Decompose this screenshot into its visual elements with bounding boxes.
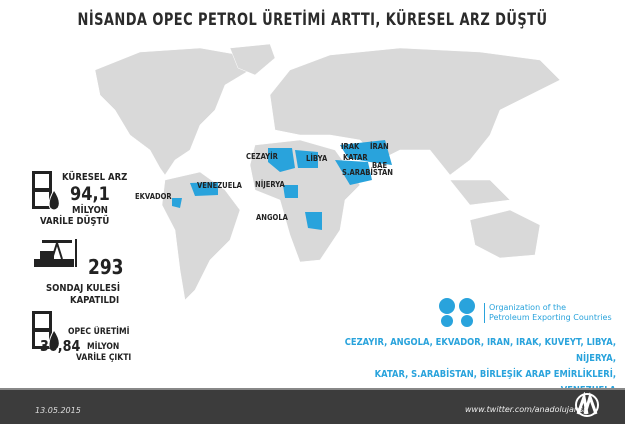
country-nigeria	[283, 185, 298, 198]
country-venezuela	[190, 182, 218, 196]
opec-production-text: VARİLE ÇIKTI	[76, 353, 132, 363]
label-ekvador: EKVADOR	[135, 192, 172, 201]
label-angola: ANGOLA	[256, 213, 288, 222]
country-libya	[295, 150, 318, 168]
north-america	[94, 47, 251, 176]
country-iraq-iran	[340, 140, 392, 165]
supply-value: 94,1	[70, 183, 110, 205]
anadolu-agency-logo	[575, 392, 599, 417]
twitter-link[interactable]: www.twitter.com/anadolujansi	[465, 405, 586, 414]
greenland	[229, 43, 276, 76]
label-cezayir: CEZAYİR	[246, 152, 278, 161]
label-venezuela: VENEZUELA	[197, 181, 242, 190]
supply-text: VARİLE DÜŞTÜ	[40, 216, 110, 227]
opec-countries	[172, 140, 392, 230]
country-ecuador	[172, 198, 182, 208]
oil-barrel-icon	[32, 171, 60, 211]
opec-name-line2: Petroleum Exporting Countries	[489, 313, 612, 322]
label-libya: LİBYA	[306, 154, 328, 163]
opec-logo	[439, 298, 475, 327]
oil-pump-icon	[34, 239, 77, 267]
members-line1: CEZAYİR, ANGOLA, EKVADOR, İRAN, IRAK, KU…	[344, 337, 616, 364]
footer: 13.05.2015 www.twitter.com/anadolujansi	[0, 388, 625, 424]
south-america	[161, 171, 241, 301]
rigs-line1: SONDAJ KULESİ	[46, 283, 121, 294]
world-map	[94, 43, 561, 301]
supply-unit: MİLYON	[72, 205, 108, 216]
opec-production-label: OPEC ÜRETİMİ	[68, 327, 130, 337]
label-katar: KATAR	[343, 153, 368, 162]
label-iran: İRAN	[370, 142, 389, 151]
rigs-value: 293	[88, 255, 124, 279]
australia	[469, 209, 541, 259]
opec-name-line1: Organization of the	[489, 303, 567, 312]
africa	[249, 139, 361, 263]
southeast-asia	[449, 179, 511, 206]
country-angola	[305, 212, 322, 230]
label-sarabistan: S.ARABİSTAN	[342, 168, 393, 177]
label-irak: IRAK	[341, 142, 360, 151]
date: 13.05.2015	[35, 406, 81, 415]
country-algeria	[268, 148, 295, 172]
opec-production-value: 30,84	[40, 337, 81, 355]
rigs-line2: KAPATILDI	[70, 295, 120, 306]
country-saudi-arabia	[335, 160, 372, 185]
label-bae: BAE	[372, 161, 388, 170]
page-title: NİSANDA OPEC PETROL ÜRETİMİ ARTTI, KÜRES…	[77, 10, 548, 30]
supply-label: KÜRESEL ARZ	[62, 172, 128, 183]
oil-barrel-icon	[32, 311, 60, 351]
europe-asia	[269, 47, 561, 176]
opec-production-unit: MİLYON	[87, 342, 120, 352]
opec-name: Organization of the Petroleum Exporting …	[484, 303, 612, 323]
label-nijerya: NİJERYA	[255, 180, 285, 189]
